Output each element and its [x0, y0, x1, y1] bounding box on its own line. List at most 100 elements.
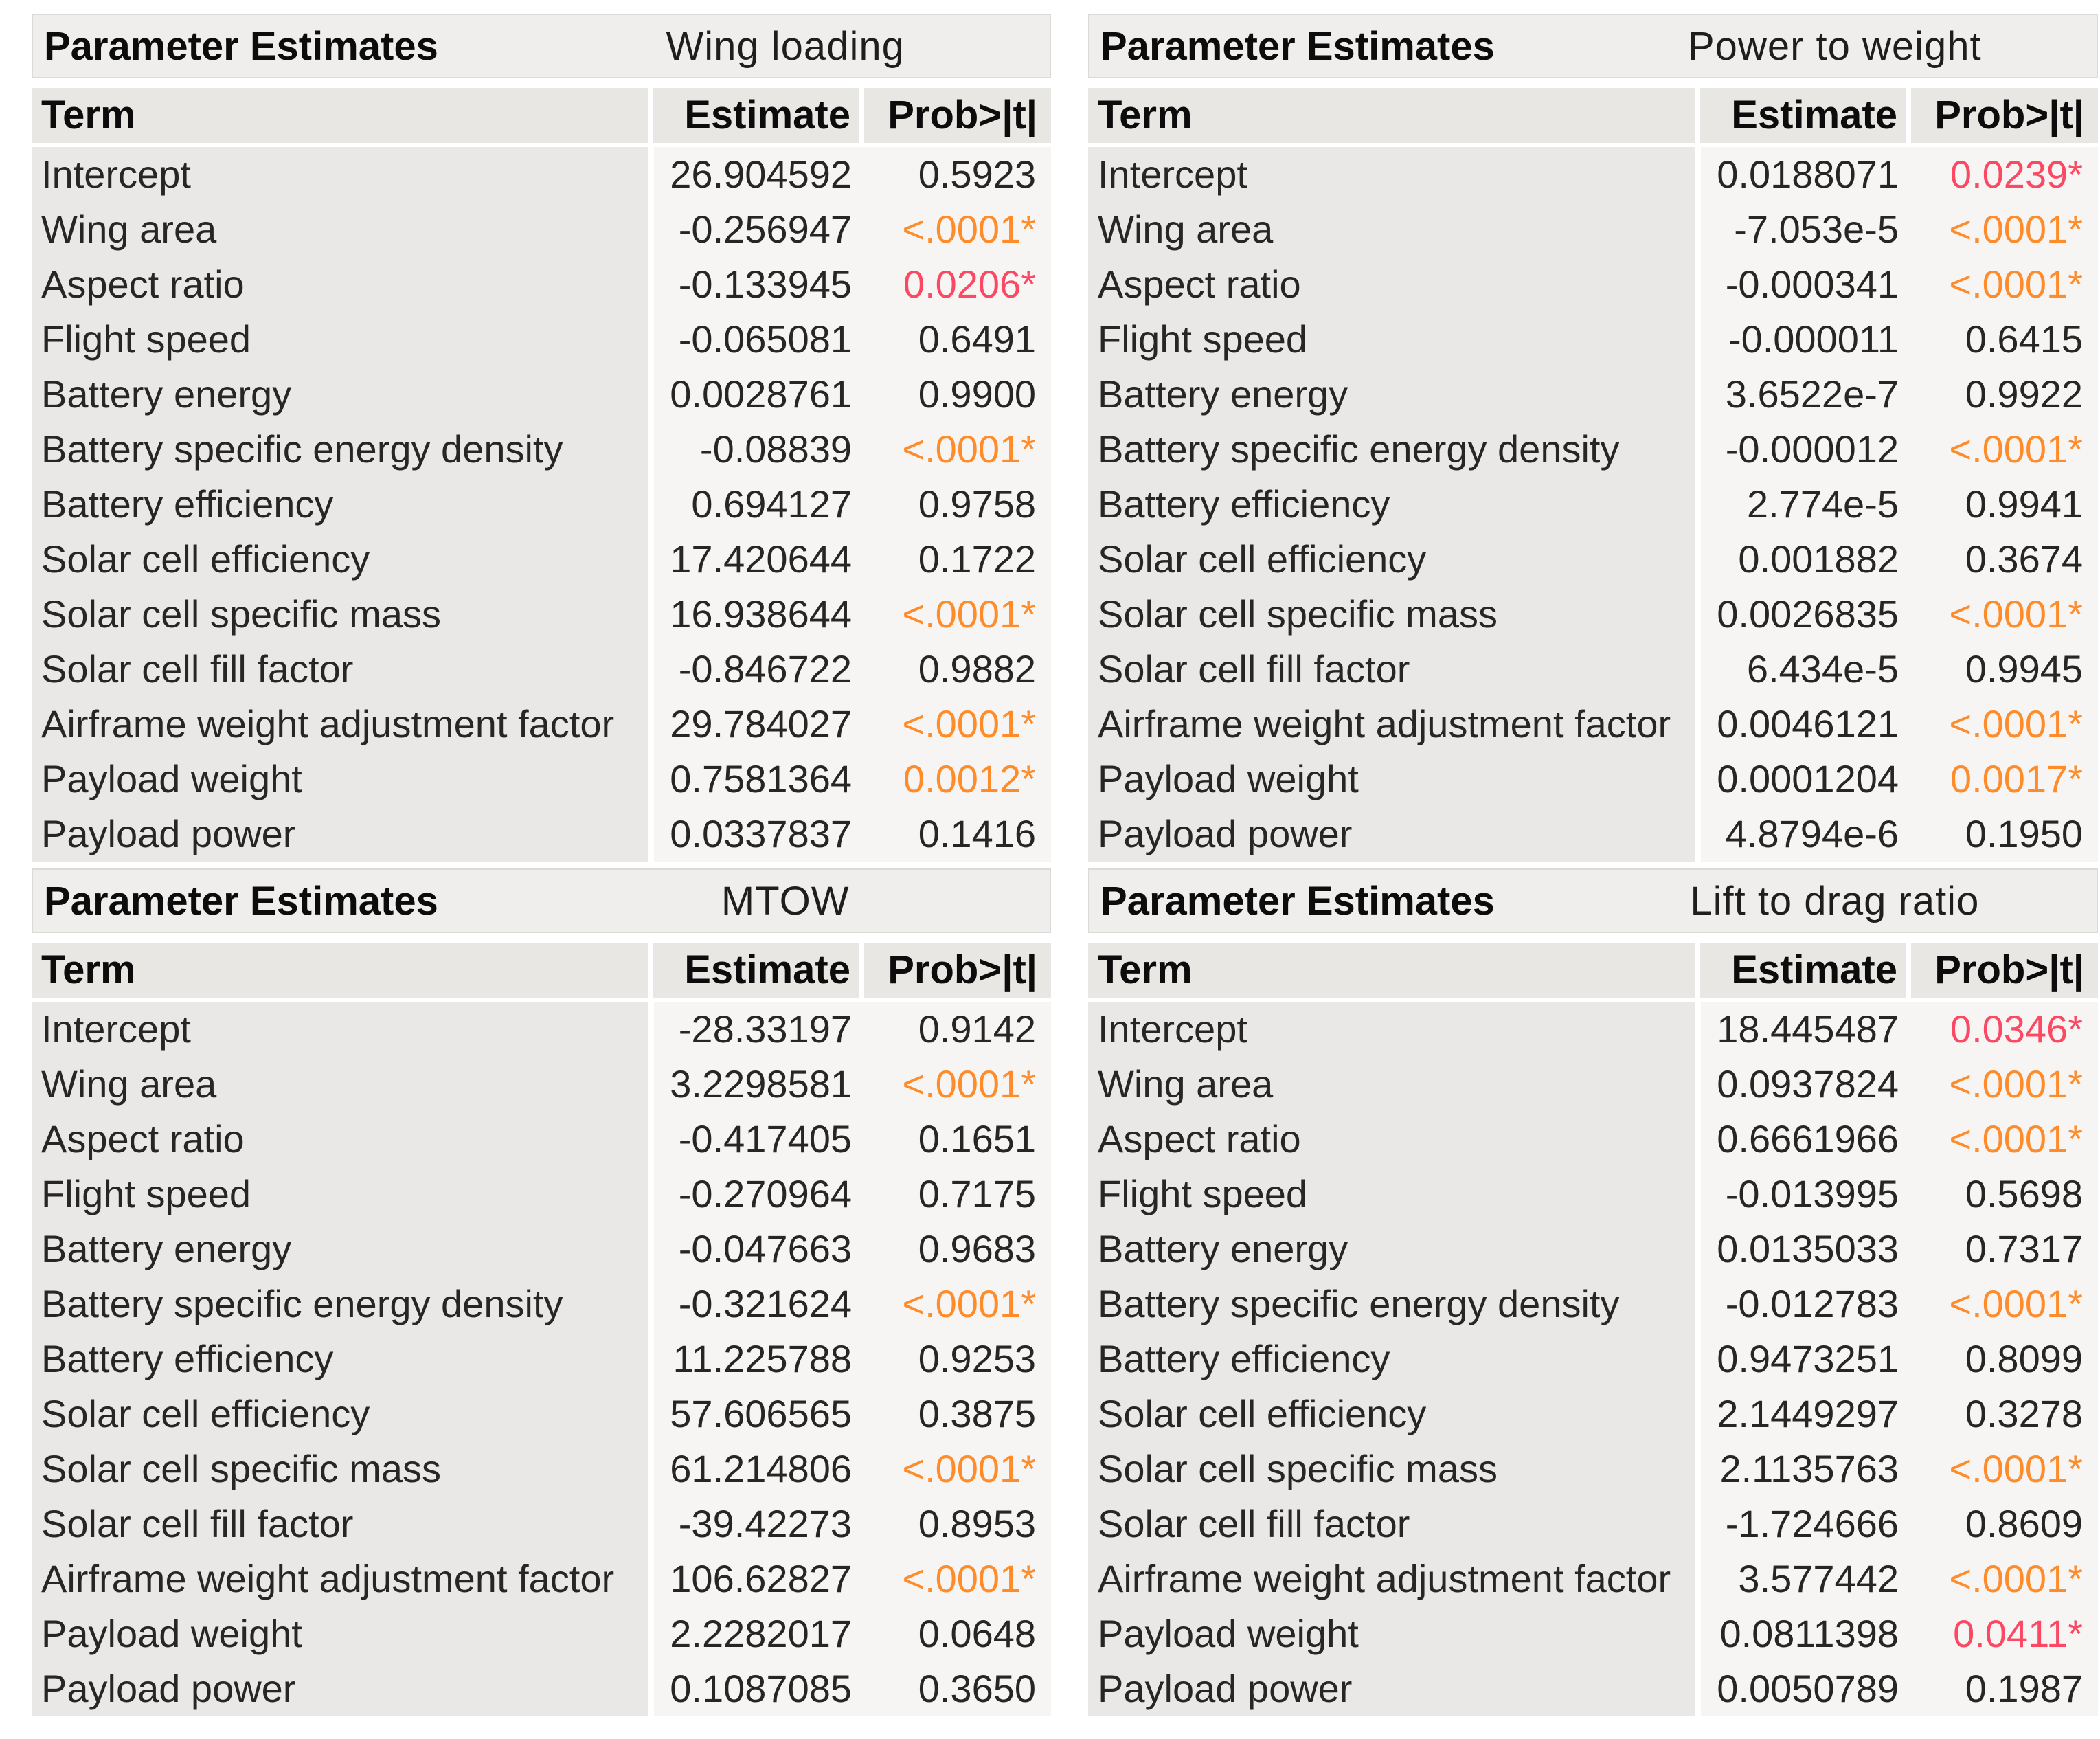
- estimate-cell: 3.6522e-7: [1725, 372, 1899, 416]
- prob-cell: 0.9945: [1965, 647, 2083, 691]
- term-cell: Solar cell specific mass: [32, 587, 648, 642]
- term-cell: Battery efficiency: [32, 477, 648, 532]
- value-cells: 2.1449297 0.3278: [1701, 1387, 2098, 1441]
- prob-cell: 0.7317: [1965, 1227, 2083, 1270]
- outline-title-bar[interactable]: Parameter Estimates Wing loading: [32, 14, 1051, 78]
- pe-table-mtow: Parameter Estimates MTOW Term Estimate P…: [32, 868, 1051, 1716]
- value-cells: -0.133945 0.0206*: [654, 257, 1051, 312]
- column-header-prob: Prob>|t|: [1911, 943, 2098, 998]
- estimate-cell: 0.0028761: [670, 372, 852, 416]
- pe-table-wing-loading: Parameter Estimates Wing loading Term Es…: [32, 14, 1051, 862]
- table-row: Intercept 0.0188071 0.0239*: [1088, 147, 2098, 202]
- table-row: Wing area -7.053e-5 <.0001*: [1088, 202, 2098, 257]
- term-cell: Airframe weight adjustment factor: [1088, 697, 1695, 752]
- estimate-cell: 3.2298581: [670, 1062, 852, 1106]
- estimate-cell: -7.053e-5: [1734, 207, 1899, 251]
- value-cells: 0.0046121 <.0001*: [1701, 697, 2098, 752]
- prob-cell: <.0001*: [1949, 262, 2083, 306]
- table-row: Battery efficiency 0.9473251 0.8099: [1088, 1332, 2098, 1387]
- panel-title: Parameter Estimates: [1100, 23, 1495, 69]
- panel-title: Parameter Estimates: [1100, 878, 1495, 923]
- value-cells: -0.000011 0.6415: [1701, 312, 2098, 367]
- term-cell: Intercept: [32, 147, 648, 202]
- column-header-row: Term Estimate Prob>|t|: [1088, 943, 2098, 998]
- term-cell: Wing area: [32, 202, 648, 257]
- table-row: Solar cell fill factor 6.434e-5 0.9945: [1088, 642, 2098, 697]
- outline-title-bar[interactable]: Parameter Estimates Lift to drag ratio: [1088, 868, 2098, 933]
- table-row: Battery specific energy density -0.321624…: [32, 1277, 1051, 1332]
- estimate-cell: 0.0001204: [1717, 757, 1899, 800]
- table-row: Aspect ratio 0.6661966 <.0001*: [1088, 1112, 2098, 1167]
- value-cells: 0.0811398 0.0411*: [1701, 1606, 2098, 1661]
- estimate-cell: 0.0050789: [1717, 1667, 1899, 1710]
- prob-cell: 0.1722: [918, 537, 1036, 581]
- prob-cell: 0.0017*: [1950, 757, 2083, 800]
- prob-cell: 0.5923: [918, 153, 1036, 196]
- table-row: Solar cell specific mass 61.214806 <.0001*: [32, 1441, 1051, 1496]
- term-cell: Battery specific energy density: [32, 1277, 648, 1332]
- table-row: Solar cell fill factor -1.724666 0.8609: [1088, 1496, 2098, 1551]
- prob-cell: 0.9758: [918, 482, 1036, 526]
- value-cells: 0.0188071 0.0239*: [1701, 147, 2098, 202]
- estimate-cell: 106.62827: [670, 1557, 852, 1600]
- prob-cell: <.0001*: [1949, 1117, 2083, 1160]
- column-header-prob: Prob>|t|: [864, 88, 1051, 143]
- estimate-cell: 2.1449297: [1717, 1392, 1899, 1435]
- table-row: Flight speed -0.000011 0.6415: [1088, 312, 2098, 367]
- estimate-cell: 0.694127: [691, 482, 852, 526]
- table-row: Battery efficiency 2.774e-5 0.9941: [1088, 477, 2098, 532]
- value-cells: 3.6522e-7 0.9922: [1701, 367, 2098, 422]
- table-row: Flight speed -0.013995 0.5698: [1088, 1167, 2098, 1222]
- table-row: Battery efficiency 11.225788 0.9253: [32, 1332, 1051, 1387]
- term-cell: Payload power: [1088, 807, 1695, 862]
- value-cells: 57.606565 0.3875: [654, 1387, 1051, 1441]
- value-cells: -1.724666 0.8609: [1701, 1496, 2098, 1551]
- table-row: Solar cell efficiency 0.001882 0.3674: [1088, 532, 2098, 587]
- value-cells: 0.0026835 <.0001*: [1701, 587, 2098, 642]
- outline-title-bar[interactable]: Parameter Estimates Power to weight: [1088, 14, 2098, 78]
- term-cell: Battery specific energy density: [1088, 1277, 1695, 1332]
- column-header-estimate: Estimate: [1700, 943, 1906, 998]
- response-label: Lift to drag ratio: [1690, 878, 1980, 923]
- value-cells: -0.000012 <.0001*: [1701, 422, 2098, 477]
- prob-cell: <.0001*: [1949, 702, 2083, 745]
- value-cells: 0.0135033 0.7317: [1701, 1222, 2098, 1277]
- term-cell: Aspect ratio: [32, 257, 648, 312]
- value-cells: -0.321624 <.0001*: [654, 1277, 1051, 1332]
- estimate-cell: -0.270964: [678, 1172, 852, 1215]
- table-row: Payload weight 2.2282017 0.0648: [32, 1606, 1051, 1661]
- value-cells: 0.694127 0.9758: [654, 477, 1051, 532]
- term-cell: Battery efficiency: [1088, 477, 1695, 532]
- term-cell: Solar cell efficiency: [1088, 1387, 1695, 1441]
- prob-cell: <.0001*: [902, 592, 1036, 636]
- table-row: Flight speed -0.270964 0.7175: [32, 1167, 1051, 1222]
- estimate-cell: 0.0188071: [1717, 153, 1899, 196]
- term-cell: Wing area: [1088, 1057, 1695, 1112]
- value-cells: -0.000341 <.0001*: [1701, 257, 2098, 312]
- term-cell: Payload power: [32, 1661, 648, 1716]
- value-cells: 18.445487 0.0346*: [1701, 1002, 2098, 1057]
- term-cell: Wing area: [1088, 202, 1695, 257]
- column-header-row: Term Estimate Prob>|t|: [32, 88, 1051, 143]
- value-cells: 0.0337837 0.1416: [654, 807, 1051, 862]
- estimate-cell: 0.7581364: [670, 757, 852, 800]
- pe-table-lift-to-drag-ratio: Parameter Estimates Lift to drag ratio T…: [1088, 868, 2098, 1716]
- term-cell: Intercept: [32, 1002, 648, 1057]
- term-cell: Intercept: [1088, 147, 1695, 202]
- value-cells: 106.62827 <.0001*: [654, 1551, 1051, 1606]
- tables-grid: Parameter Estimates Wing loading Term Es…: [32, 14, 2098, 1716]
- outline-title-bar[interactable]: Parameter Estimates MTOW: [32, 868, 1051, 933]
- value-cells: 0.0001204 0.0017*: [1701, 752, 2098, 807]
- estimate-cell: 0.0135033: [1717, 1227, 1899, 1270]
- term-cell: Aspect ratio: [1088, 1112, 1695, 1167]
- estimate-cell: 2.1135763: [1719, 1447, 1899, 1490]
- value-cells: 3.577442 <.0001*: [1701, 1551, 2098, 1606]
- table-row: Airframe weight adjustment factor 0.00461…: [1088, 697, 2098, 752]
- prob-cell: <.0001*: [902, 702, 1036, 745]
- table-row: Payload weight 0.0001204 0.0017*: [1088, 752, 2098, 807]
- table-row: Solar cell specific mass 16.938644 <.0001*: [32, 587, 1051, 642]
- value-cells: 3.2298581 <.0001*: [654, 1057, 1051, 1112]
- column-header-prob: Prob>|t|: [1911, 88, 2098, 143]
- term-cell: Solar cell efficiency: [1088, 532, 1695, 587]
- estimate-cell: -0.256947: [678, 207, 852, 251]
